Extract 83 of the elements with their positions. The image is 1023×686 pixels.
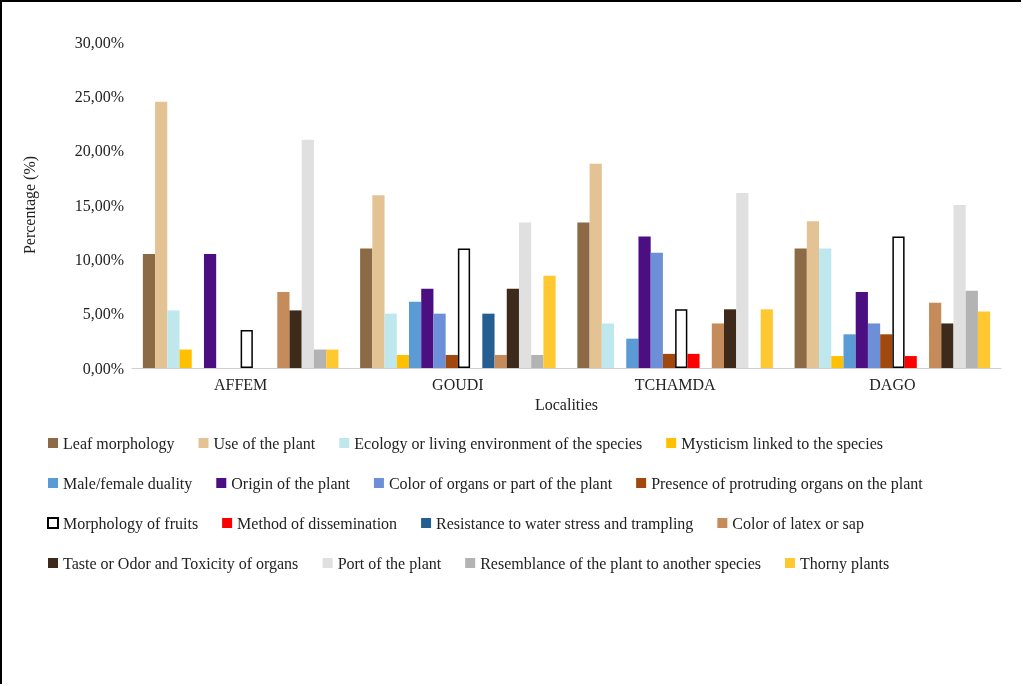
bar — [577, 222, 590, 368]
bar — [867, 323, 881, 368]
legend-label: Resistance to water stress and trampling — [436, 514, 694, 533]
bar — [831, 356, 844, 368]
legend-label: Use of the plant — [213, 434, 316, 453]
bar — [687, 353, 700, 368]
y-tick-label: 20,00% — [74, 142, 124, 160]
bar — [301, 139, 314, 368]
bar — [518, 222, 532, 368]
bar — [360, 248, 373, 368]
bar — [543, 275, 556, 368]
legend-label: Color of organs or part of the plant — [388, 474, 613, 493]
y-axis-title: Percentage (%) — [20, 155, 39, 255]
legend-label: Taste or Odor and Toxicity of organs — [63, 554, 299, 573]
bar — [965, 290, 978, 368]
y-tick-label: 0,00% — [82, 359, 124, 377]
bar — [408, 301, 422, 368]
bar — [396, 354, 409, 368]
x-tick-label: GOUDI — [432, 375, 484, 393]
bar — [433, 313, 446, 368]
bar — [855, 291, 868, 368]
bar — [675, 309, 688, 368]
bar — [626, 338, 639, 368]
bar — [326, 349, 339, 368]
bar — [167, 310, 180, 368]
bar — [421, 288, 434, 368]
x-axis-title: Localities — [534, 395, 599, 413]
y-tick-label: 30,00% — [74, 33, 124, 51]
bar — [457, 248, 471, 368]
x-tick-label: AFFEM — [213, 375, 268, 393]
legend-label: Resemblance of the plant to another species — [480, 554, 761, 573]
bar — [760, 309, 773, 368]
legend-label: Origin of the plant — [231, 474, 351, 493]
y-tick-label: 10,00% — [74, 250, 124, 268]
bar — [372, 195, 385, 368]
bar — [531, 354, 544, 368]
bar — [445, 354, 458, 368]
y-tick-label: 25,00% — [74, 87, 124, 105]
legend-label: Leaf morphology — [63, 434, 175, 453]
bar — [638, 236, 651, 368]
bar — [711, 323, 725, 368]
bar — [977, 311, 991, 368]
bar — [482, 313, 495, 368]
bar — [289, 310, 302, 368]
legend-label: Male/female duality — [63, 474, 193, 493]
x-tick-label: TCHAMDA — [634, 375, 717, 393]
bar — [724, 309, 737, 368]
legend-label: Ecology or living environment of the species — [354, 434, 643, 453]
legend-label: Color of latex or sap — [732, 514, 864, 533]
bar — [953, 205, 966, 368]
legend-label: Port of the plant — [337, 554, 442, 573]
y-tick-label: 5,00% — [82, 305, 124, 323]
bar — [313, 349, 327, 368]
bar — [494, 354, 507, 368]
bar — [806, 221, 820, 368]
x-tick-label: DAGO — [869, 375, 916, 393]
bar — [880, 334, 893, 368]
bar — [736, 193, 749, 368]
bar — [506, 288, 519, 368]
bar — [142, 253, 156, 368]
legend-label: Morphology of fruits — [63, 514, 199, 533]
bar — [179, 349, 192, 368]
bar — [240, 329, 253, 368]
legend-label: Thorny plants — [799, 554, 890, 573]
bar — [384, 313, 397, 368]
bar — [819, 248, 832, 368]
bar — [794, 248, 807, 368]
legend-label: Method of dissemination — [237, 514, 398, 532]
bar — [843, 334, 856, 368]
bar — [662, 353, 676, 368]
bar — [203, 253, 217, 368]
bar — [155, 101, 168, 368]
bar — [589, 163, 602, 368]
bar — [929, 302, 942, 368]
bar — [277, 291, 290, 368]
legend-label: Presence of protruding organs on the plant — [651, 474, 924, 493]
y-tick-label: 15,00% — [74, 196, 124, 214]
bar — [941, 323, 954, 368]
legend-label: Mysticism linked to the species — [681, 434, 883, 453]
bar — [650, 252, 663, 368]
bar — [892, 236, 905, 368]
bar — [601, 323, 615, 368]
bar — [904, 356, 917, 368]
